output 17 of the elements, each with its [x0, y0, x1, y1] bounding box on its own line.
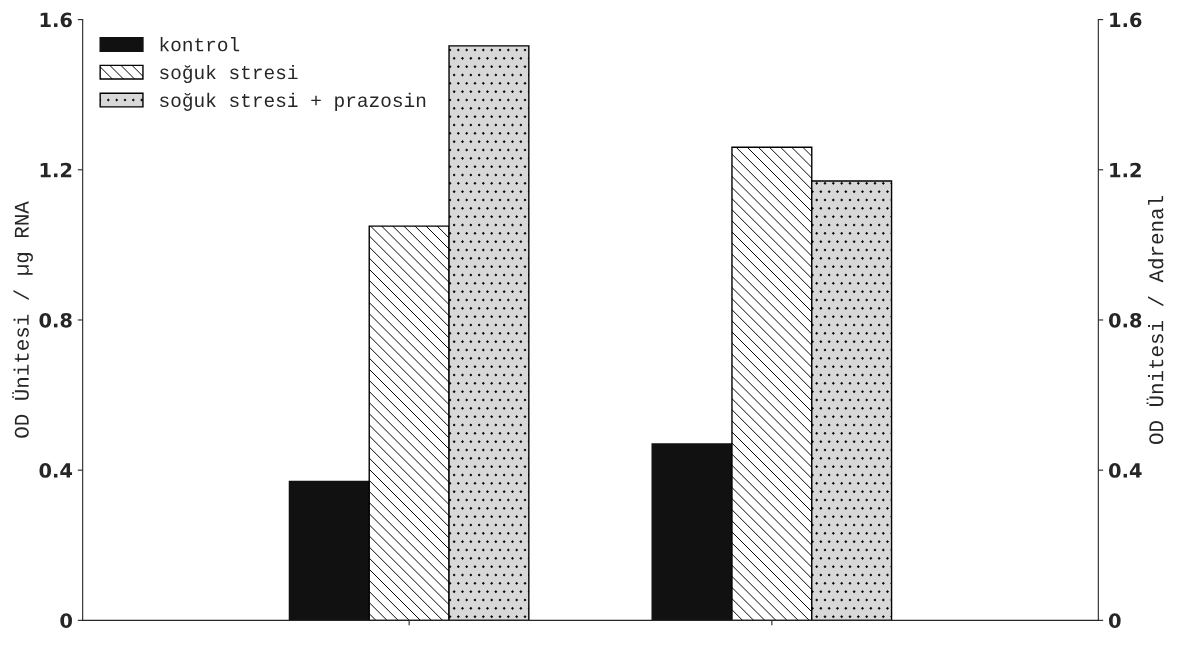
legend-label: kontrol	[160, 37, 240, 52]
y2-tick-label: 1.2	[1110, 162, 1141, 178]
legend-label: soğuk stresi + prazosin	[160, 92, 426, 111]
bar	[651, 443, 733, 621]
y2-tick-label: 0.4	[1108, 463, 1142, 478]
y-tick-label: 1.2	[40, 162, 72, 178]
bar	[288, 480, 370, 621]
y2-tick-label: 0	[1108, 613, 1121, 629]
y-axis-title: OD Ünitesi / µg RNA	[12, 201, 33, 438]
y-tick-label: 1.6	[40, 12, 72, 28]
y-tick-label: 0.4	[39, 463, 73, 478]
y-tick-label: 0	[60, 613, 73, 629]
y-tick-label: 0.8	[39, 312, 72, 328]
y2-axis-title: OD Ünitesi / Adrenal	[1146, 196, 1164, 444]
y2-tick-label: 1.6	[1110, 12, 1142, 28]
y2-tick-label: 0.8	[1108, 312, 1142, 328]
legend-label: soğuk stresi	[160, 64, 298, 84]
